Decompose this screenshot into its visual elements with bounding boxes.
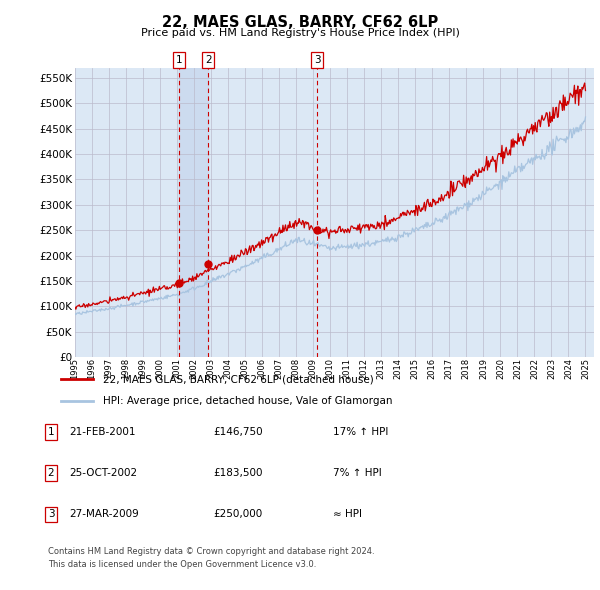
- Text: 3: 3: [314, 55, 320, 65]
- Text: £250,000: £250,000: [213, 510, 262, 519]
- Text: 17% ↑ HPI: 17% ↑ HPI: [333, 427, 388, 437]
- Text: 1: 1: [47, 427, 55, 437]
- Text: 1: 1: [176, 55, 182, 65]
- Text: 27-MAR-2009: 27-MAR-2009: [69, 510, 139, 519]
- Bar: [179, 68, 208, 357]
- Text: This data is licensed under the Open Government Licence v3.0.: This data is licensed under the Open Gov…: [48, 560, 316, 569]
- Text: 22, MAES GLAS, BARRY, CF62 6LP: 22, MAES GLAS, BARRY, CF62 6LP: [162, 15, 438, 30]
- Text: 21-FEB-2001: 21-FEB-2001: [69, 427, 136, 437]
- Text: 22, MAES GLAS, BARRY, CF62 6LP (detached house): 22, MAES GLAS, BARRY, CF62 6LP (detached…: [103, 375, 374, 385]
- Text: 2: 2: [205, 55, 211, 65]
- Text: 7% ↑ HPI: 7% ↑ HPI: [333, 468, 382, 478]
- Text: 25-OCT-2002: 25-OCT-2002: [69, 468, 137, 478]
- Text: 2: 2: [47, 468, 55, 478]
- Text: £146,750: £146,750: [213, 427, 263, 437]
- Text: ≈ HPI: ≈ HPI: [333, 510, 362, 519]
- Text: Price paid vs. HM Land Registry's House Price Index (HPI): Price paid vs. HM Land Registry's House …: [140, 28, 460, 38]
- Text: Contains HM Land Registry data © Crown copyright and database right 2024.: Contains HM Land Registry data © Crown c…: [48, 547, 374, 556]
- Text: HPI: Average price, detached house, Vale of Glamorgan: HPI: Average price, detached house, Vale…: [103, 395, 393, 405]
- Text: 3: 3: [47, 510, 55, 519]
- Text: £183,500: £183,500: [213, 468, 263, 478]
